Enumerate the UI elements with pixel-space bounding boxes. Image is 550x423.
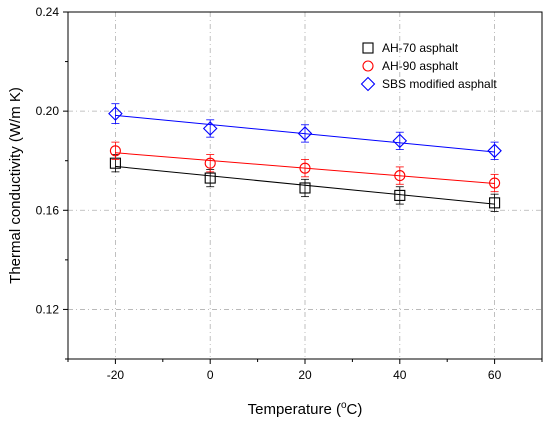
y-tick-label: 0.24 <box>36 5 60 19</box>
legend-symbol <box>360 76 376 92</box>
x-tick-label: 60 <box>488 368 502 382</box>
data-point <box>109 145 121 157</box>
y-tick-label: 0.20 <box>36 104 60 118</box>
legend-symbol <box>362 42 374 54</box>
data-point <box>489 197 501 209</box>
y-axis-title: Thermal conductivity (W/m K) <box>7 87 24 284</box>
x-tick-label: -20 <box>107 368 125 382</box>
data-point <box>394 170 406 182</box>
tick-layer: -20 0 20 40 60 0.12 0.16 0.20 0.24 <box>36 5 543 382</box>
x-axis-title-end: C) <box>347 401 363 418</box>
legend-symbol <box>362 60 374 72</box>
x-tick-label: 20 <box>298 368 312 382</box>
series-1 <box>109 141 501 193</box>
data-point <box>489 177 501 189</box>
data-point <box>202 121 218 136</box>
x-axis-title: Temperature (oC) <box>248 400 363 418</box>
y-tick-label: 0.16 <box>36 203 60 217</box>
x-tick-label: 0 <box>207 368 214 382</box>
data-point <box>392 133 408 149</box>
y-tick-label: 0.12 <box>36 302 60 316</box>
series-layer <box>108 103 502 212</box>
data-point <box>297 126 313 141</box>
data-point <box>299 162 311 174</box>
series-2 <box>108 103 502 160</box>
data-point <box>204 172 216 184</box>
legend-label: AH-90 asphalt <box>382 59 459 73</box>
legend-label: AH-70 asphalt <box>382 41 459 55</box>
data-point <box>108 106 123 121</box>
legend: AH-70 asphalt AH-90 asphalt SBS modified a… <box>360 41 497 92</box>
data-point <box>394 189 406 201</box>
x-tick-label: 40 <box>393 368 407 382</box>
x-axis-title-main: Temperature ( <box>248 401 341 418</box>
data-point <box>299 182 311 194</box>
legend-label: SBS modified asphalt <box>382 77 497 91</box>
data-point <box>204 157 216 169</box>
data-point <box>487 143 502 159</box>
x-axis-title-superscript: o <box>341 400 347 411</box>
